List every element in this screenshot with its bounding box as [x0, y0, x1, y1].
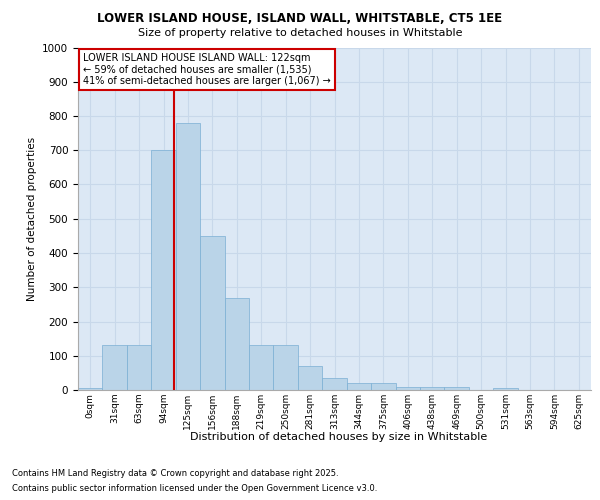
Bar: [151, 150, 176, 390]
Text: LOWER ISLAND HOUSE, ISLAND WALL, WHITSTABLE, CT5 1EE: LOWER ISLAND HOUSE, ISLAND WALL, WHITSTA…: [97, 12, 503, 26]
Bar: [445, 386, 469, 390]
Bar: [224, 298, 249, 390]
Bar: [322, 378, 347, 390]
Bar: [274, 346, 298, 390]
Text: LOWER ISLAND HOUSE ISLAND WALL: 122sqm
← 59% of detached houses are smaller (1,5: LOWER ISLAND HOUSE ISLAND WALL: 122sqm ←…: [83, 52, 331, 86]
Text: Contains public sector information licensed under the Open Government Licence v3: Contains public sector information licen…: [12, 484, 377, 493]
Text: Size of property relative to detached houses in Whitstable: Size of property relative to detached ho…: [138, 28, 462, 38]
Bar: [176, 123, 200, 390]
Bar: [127, 346, 151, 390]
Bar: [103, 346, 127, 390]
Y-axis label: Number of detached properties: Number of detached properties: [26, 136, 37, 301]
Bar: [420, 386, 445, 390]
Bar: [371, 383, 395, 390]
Bar: [298, 366, 322, 390]
Bar: [200, 236, 224, 390]
Bar: [78, 388, 103, 390]
Bar: [347, 383, 371, 390]
Text: Distribution of detached houses by size in Whitstable: Distribution of detached houses by size …: [190, 432, 488, 442]
Bar: [249, 346, 274, 390]
Bar: [493, 388, 518, 390]
Text: Contains HM Land Registry data © Crown copyright and database right 2025.: Contains HM Land Registry data © Crown c…: [12, 469, 338, 478]
Bar: [395, 386, 420, 390]
